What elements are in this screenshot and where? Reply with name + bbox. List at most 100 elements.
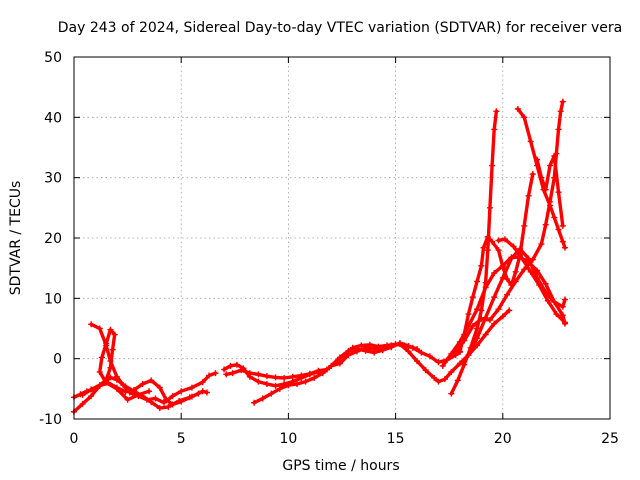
data-point: [486, 317, 493, 324]
data-point: [188, 384, 195, 391]
data-point: [358, 342, 365, 349]
axis-ticks: [73, 56, 611, 420]
data-point: [107, 326, 114, 333]
data-point: [379, 344, 386, 351]
data-point: [495, 237, 502, 244]
data-point: [107, 358, 114, 365]
data-point: [103, 379, 110, 386]
data-point: [516, 245, 523, 252]
data-point: [156, 384, 163, 391]
data-point: [124, 396, 131, 403]
data-point: [281, 374, 288, 381]
series-trace: [453, 99, 565, 355]
data-point: [414, 358, 421, 365]
data-point: [272, 374, 279, 381]
data-point: [233, 361, 240, 368]
data-point: [512, 278, 519, 285]
data-point: [469, 294, 476, 301]
data-point: [465, 323, 472, 330]
data-point: [96, 382, 103, 389]
data-point: [227, 362, 234, 369]
y-tick-label: 0: [53, 352, 62, 368]
data-point: [559, 238, 566, 245]
y-tick-label: 40: [44, 110, 62, 126]
data-point: [534, 156, 541, 163]
data-point: [448, 390, 455, 397]
data-point: [293, 381, 300, 388]
data-point: [203, 389, 210, 396]
data-point: [512, 268, 519, 275]
x-tick-label: 0: [70, 431, 79, 447]
y-tick-label: 30: [44, 171, 62, 187]
data-point: [259, 395, 266, 402]
data-point: [345, 352, 352, 359]
data-point: [542, 280, 549, 287]
series-track-g: [251, 307, 513, 406]
data-point: [553, 311, 560, 318]
data-point: [388, 342, 395, 349]
data-point: [521, 266, 528, 273]
series-track-l: [465, 245, 568, 359]
data-point: [199, 379, 206, 386]
series-trace: [516, 107, 567, 250]
data-point: [448, 350, 455, 357]
data-point: [508, 255, 515, 262]
series-track-j: [452, 98, 566, 356]
data-point: [298, 372, 305, 379]
data-point: [482, 314, 489, 321]
data-point: [103, 342, 110, 349]
data-point: [480, 244, 487, 251]
data-point: [362, 344, 369, 351]
data-point: [486, 204, 493, 211]
data-point: [263, 373, 270, 380]
data-point: [120, 382, 127, 389]
data-point: [491, 294, 498, 301]
series-trace: [222, 341, 419, 388]
data-point: [328, 362, 335, 369]
series-track-m: [495, 236, 568, 326]
data-point: [529, 171, 536, 178]
data-point: [478, 307, 485, 314]
data-point: [88, 321, 95, 328]
data-point: [510, 243, 517, 250]
data-point: [143, 396, 150, 403]
data-point: [542, 186, 549, 193]
data-point: [482, 284, 489, 291]
data-point: [139, 381, 146, 388]
data-point: [504, 276, 511, 283]
x-tick-labels: 0 5 10 15 20 25: [70, 431, 619, 447]
data-point: [306, 370, 313, 377]
data-point: [465, 352, 472, 359]
series-trace: [80, 328, 151, 402]
data-point: [178, 388, 185, 395]
data-point: [456, 360, 463, 367]
data-point: [79, 400, 86, 407]
data-point: [499, 274, 506, 281]
series-track-d: [88, 321, 219, 406]
data-point: [454, 377, 461, 384]
data-point: [113, 373, 120, 380]
data-point: [195, 390, 202, 397]
data-point: [109, 346, 116, 353]
x-tick-label: 10: [279, 431, 297, 447]
data-point: [229, 370, 236, 377]
data-point: [371, 346, 378, 353]
data-point: [113, 385, 120, 392]
series-track-c: [79, 326, 153, 403]
data-point: [405, 348, 412, 355]
data-point: [186, 394, 193, 401]
data-point: [448, 368, 455, 375]
data-point: [418, 349, 425, 356]
data-point: [465, 311, 472, 318]
data-point: [263, 381, 270, 388]
x-tick-label: 25: [601, 431, 619, 447]
data-point: [474, 306, 481, 313]
data-point: [551, 152, 558, 159]
data-point: [255, 378, 262, 385]
data-point: [246, 370, 253, 377]
data-point: [491, 269, 498, 276]
data-point: [223, 371, 230, 378]
data-point: [559, 312, 566, 319]
data-point: [482, 331, 489, 338]
